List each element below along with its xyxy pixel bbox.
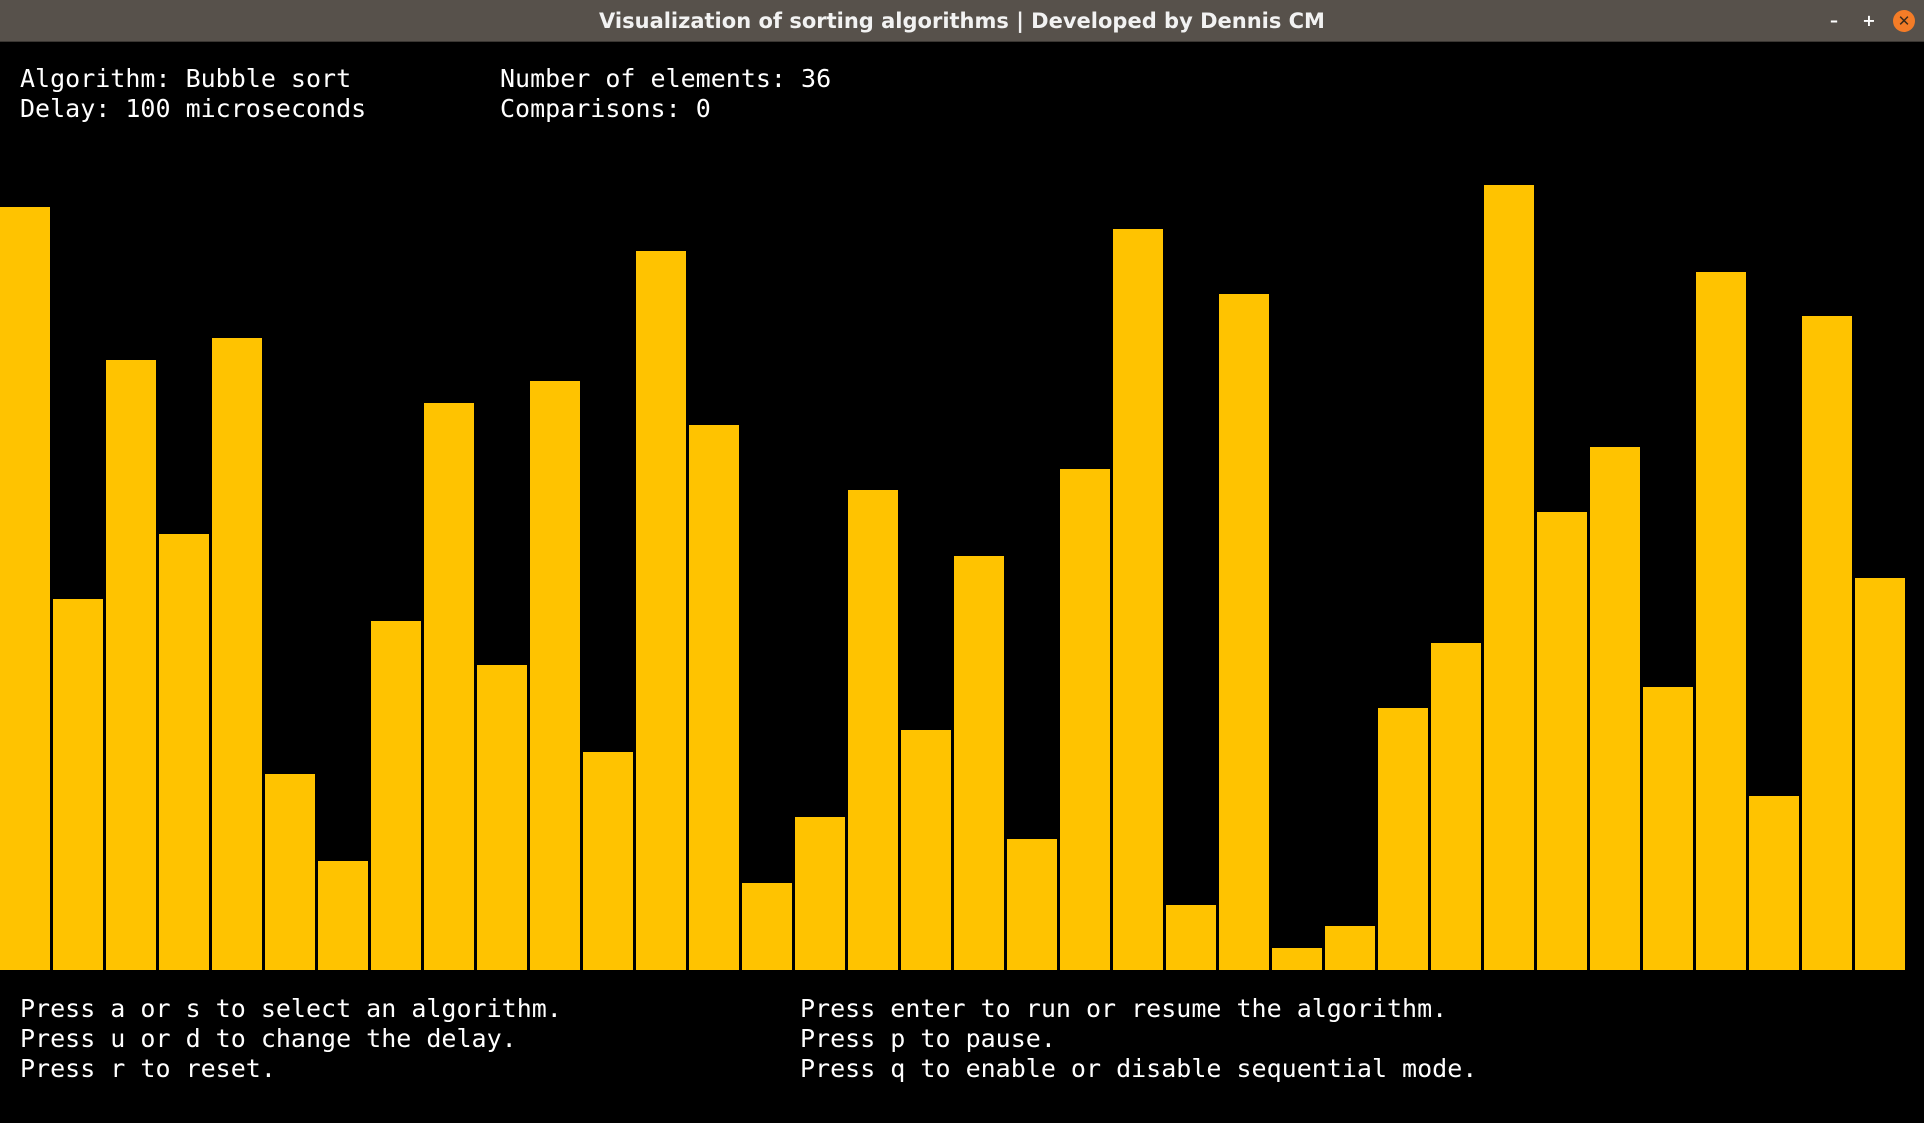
bar-12	[583, 752, 633, 970]
help-line-run: Press enter to run or resume the algorit…	[800, 994, 1448, 1023]
delay-value: 100 microseconds	[125, 94, 367, 123]
maximize-icon[interactable]: +	[1862, 11, 1876, 30]
bar-35	[1802, 316, 1852, 970]
bar-4	[159, 534, 209, 970]
info-right: Number of elements: 36 Comparisons: 0	[500, 64, 831, 124]
bar-26	[1325, 926, 1375, 970]
bar-15	[742, 882, 792, 970]
bar-24	[1219, 294, 1269, 970]
bar-3	[106, 359, 156, 970]
bar-9	[424, 403, 474, 970]
algorithm-label: Algorithm:	[20, 64, 171, 93]
bar-28	[1431, 643, 1481, 970]
bar-2	[53, 599, 103, 970]
bar-7	[318, 861, 368, 970]
algorithm-value: Bubble sort	[185, 64, 352, 93]
bar-11	[530, 381, 580, 970]
bar-13	[636, 250, 686, 970]
bar-25	[1272, 948, 1322, 970]
close-icon[interactable]: ✕	[1893, 10, 1915, 32]
bar-36	[1855, 577, 1905, 970]
bar-21	[1060, 468, 1110, 970]
info-left: Algorithm: Bubble sort Delay: 100 micros…	[20, 64, 366, 124]
window-title: Visualization of sorting algorithms | De…	[599, 9, 1325, 33]
bar-14	[689, 425, 739, 970]
help-right: Press enter to run or resume the algorit…	[800, 994, 1477, 1084]
bar-chart	[0, 42, 1924, 1123]
bar-18	[901, 730, 951, 970]
bar-34	[1749, 795, 1799, 970]
comparisons-value: 0	[695, 94, 711, 123]
elements-value: 36	[801, 64, 832, 93]
bar-20	[1007, 839, 1057, 970]
help-line-sequential: Press q to enable or disable sequential …	[800, 1054, 1478, 1083]
elements-label: Number of elements:	[500, 64, 786, 93]
help-line-reset: Press r to reset.	[20, 1054, 276, 1083]
bar-23	[1166, 904, 1216, 970]
bar-8	[371, 621, 421, 970]
help-line-select-algorithm: Press a or s to select an algorithm.	[20, 994, 562, 1023]
help-line-pause: Press p to pause.	[800, 1024, 1056, 1053]
delay-label: Delay:	[20, 94, 111, 123]
comparisons-label: Comparisons:	[500, 94, 681, 123]
bar-22	[1113, 228, 1163, 970]
bar-32	[1643, 686, 1693, 970]
bar-30	[1537, 512, 1587, 970]
bar-16	[795, 817, 845, 970]
bar-10	[477, 664, 527, 970]
bar-5	[212, 337, 262, 970]
help-line-change-delay: Press u or d to change the delay.	[20, 1024, 517, 1053]
bar-29	[1484, 185, 1534, 970]
bar-19	[954, 555, 1004, 970]
bar-27	[1378, 708, 1428, 970]
title-bar[interactable]: Visualization of sorting algorithms | De…	[0, 0, 1924, 42]
minimize-icon[interactable]: –	[1830, 11, 1838, 30]
terminal-canvas: Algorithm: Bubble sort Delay: 100 micros…	[0, 42, 1924, 1123]
bar-1	[0, 207, 50, 970]
bar-33	[1696, 272, 1746, 970]
bar-17	[848, 490, 898, 970]
bar-31	[1590, 446, 1640, 970]
help-left: Press a or s to select an algorithm. Pre…	[20, 994, 562, 1084]
bar-6	[265, 773, 315, 970]
